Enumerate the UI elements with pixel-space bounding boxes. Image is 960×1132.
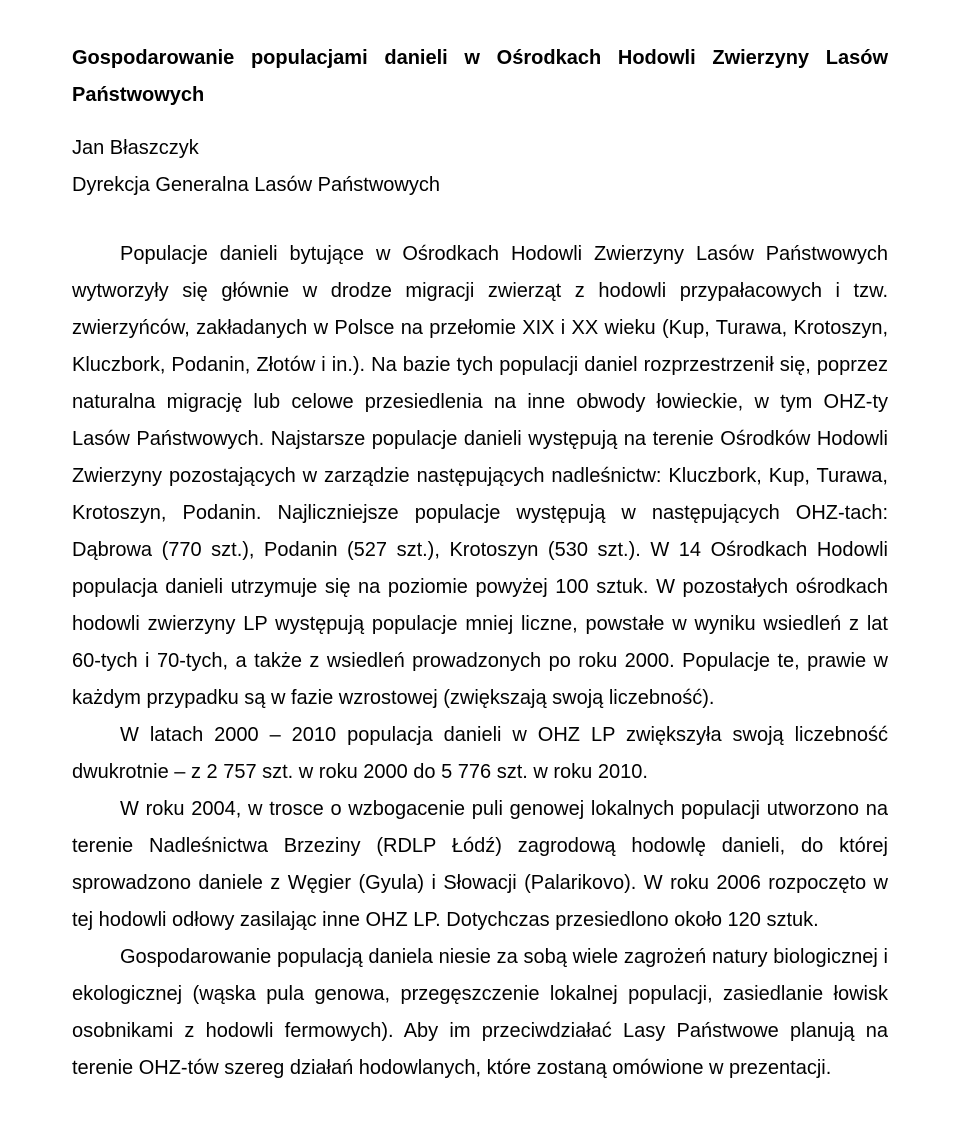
author-affiliation: Dyrekcja Generalna Lasów Państwowych	[72, 167, 888, 204]
body-paragraph: W latach 2000 – 2010 populacja danieli w…	[72, 717, 888, 791]
document-page: Gospodarowanie populacjami danieli w Ośr…	[0, 0, 960, 1132]
document-title: Gospodarowanie populacjami danieli w Ośr…	[72, 40, 888, 114]
body-paragraph: Gospodarowanie populacją daniela niesie …	[72, 939, 888, 1087]
author-name: Jan Błaszczyk	[72, 130, 888, 167]
body-paragraph: Populacje danieli bytujące w Ośrodkach H…	[72, 236, 888, 717]
body-paragraph: W roku 2004, w trosce o wzbogacenie puli…	[72, 791, 888, 939]
